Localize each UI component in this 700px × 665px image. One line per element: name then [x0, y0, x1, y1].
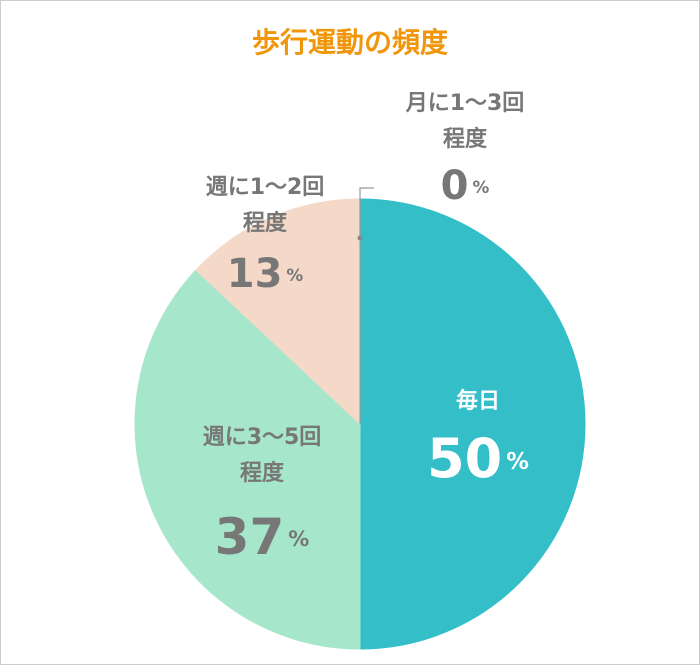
value-label: 0% [441, 163, 490, 209]
pie-slice [359, 198, 586, 650]
leader-line [359, 187, 374, 238]
value-unit: % [288, 527, 309, 551]
value-unit: % [286, 265, 303, 285]
value-unit: % [473, 177, 490, 197]
value-number: 50 [427, 427, 502, 490]
pie-slice [195, 198, 361, 426]
value-number: 37 [215, 508, 285, 566]
value-label: 13% [227, 251, 304, 297]
pie [134, 198, 586, 650]
category-label: 毎日 [456, 389, 500, 414]
category-label: 程度 [443, 126, 488, 152]
category-label: 程度 [240, 460, 285, 486]
pie-slice [134, 269, 361, 650]
value-number: 0 [441, 163, 469, 209]
leader-dot [357, 235, 363, 241]
value-label: 50% [427, 427, 529, 490]
value-label: 37% [215, 508, 310, 566]
value-number: 13 [227, 251, 283, 297]
category-label: 週に3～5回 [203, 425, 322, 450]
chart-title: 歩行運動の頻度 [252, 26, 448, 59]
category-label: 程度 [243, 210, 288, 236]
category-label: 月に1～3回 [405, 91, 525, 116]
value-unit: % [506, 449, 529, 475]
category-label: 週に1～2回 [206, 175, 325, 200]
